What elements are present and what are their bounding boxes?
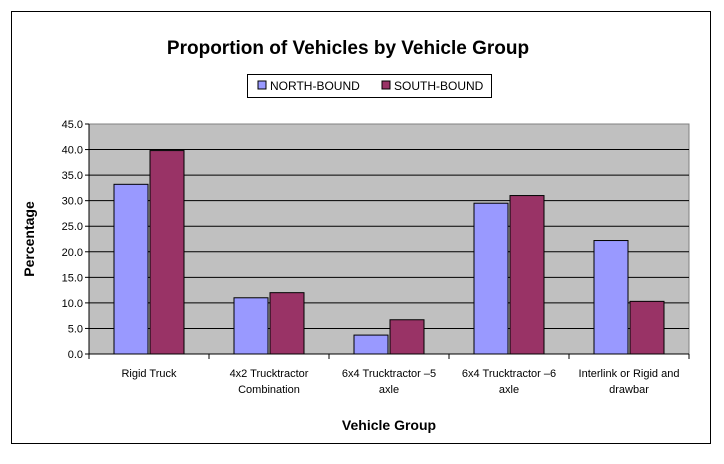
x-category-label: axle xyxy=(379,384,399,396)
x-category-label: 6x4 Trucktractor –5 xyxy=(342,368,436,380)
x-category-label: 4x2 Trucktractor xyxy=(230,368,309,380)
bar-south-bound xyxy=(269,292,305,355)
bar-south-bound xyxy=(629,300,665,355)
x-axis-categories: Rigid Truck 4x2 Trucktractor Combination 6x… xyxy=(121,368,679,396)
plot-area xyxy=(88,123,690,355)
bar-north-bound xyxy=(593,240,629,355)
bar-south-bound xyxy=(149,150,185,355)
y-tick-label: 0.0 xyxy=(68,349,83,361)
y-tick-label: 15.0 xyxy=(62,272,83,284)
legend-box xyxy=(247,74,492,98)
legend-label-north-bound: NORTH-BOUND xyxy=(270,79,360,93)
y-axis-title: Percentage xyxy=(21,201,37,277)
x-category-label: axle xyxy=(499,384,519,396)
y-tick-label: 10.0 xyxy=(62,298,83,310)
x-category-label: Interlink or Rigid and xyxy=(579,368,680,380)
y-axis-ticks: 0.0 5.0 10.0 15.0 20.0 25.0 30.0 35.0 40.0 45.0 xyxy=(62,119,89,361)
legend-swatch-north-bound xyxy=(257,80,267,90)
bar-north-bound xyxy=(473,202,509,355)
x-axis-ticks xyxy=(88,354,690,359)
y-tick-label: 20.0 xyxy=(62,247,83,259)
x-category-label: Rigid Truck xyxy=(121,368,177,380)
x-category-label: 6x4 Trucktractor –6 xyxy=(462,368,556,380)
legend-label-south-bound: SOUTH-BOUND xyxy=(394,79,484,93)
x-category-label: drawbar xyxy=(609,384,649,396)
gridlines xyxy=(89,149,689,329)
bar-south-bound xyxy=(389,319,425,355)
bars xyxy=(113,150,665,355)
bar-south-bound xyxy=(509,195,545,355)
legend-swatch-south-bound xyxy=(381,80,391,90)
legend: NORTH-BOUND SOUTH-BOUND xyxy=(247,74,492,98)
y-tick-label: 35.0 xyxy=(62,170,83,182)
chart-title: Proportion of Vehicles by Vehicle Group xyxy=(167,38,529,59)
y-tick-label: 30.0 xyxy=(62,196,83,208)
bar-north-bound xyxy=(113,183,149,355)
y-tick-label: 40.0 xyxy=(62,145,83,157)
bar-north-bound xyxy=(233,297,269,355)
x-axis-title: Vehicle Group xyxy=(342,417,436,433)
x-category-label: Combination xyxy=(238,384,300,396)
y-tick-label: 5.0 xyxy=(68,323,83,335)
bar-north-bound xyxy=(353,334,389,355)
y-tick-label: 25.0 xyxy=(62,221,83,233)
y-tick-label: 45.0 xyxy=(62,119,83,131)
